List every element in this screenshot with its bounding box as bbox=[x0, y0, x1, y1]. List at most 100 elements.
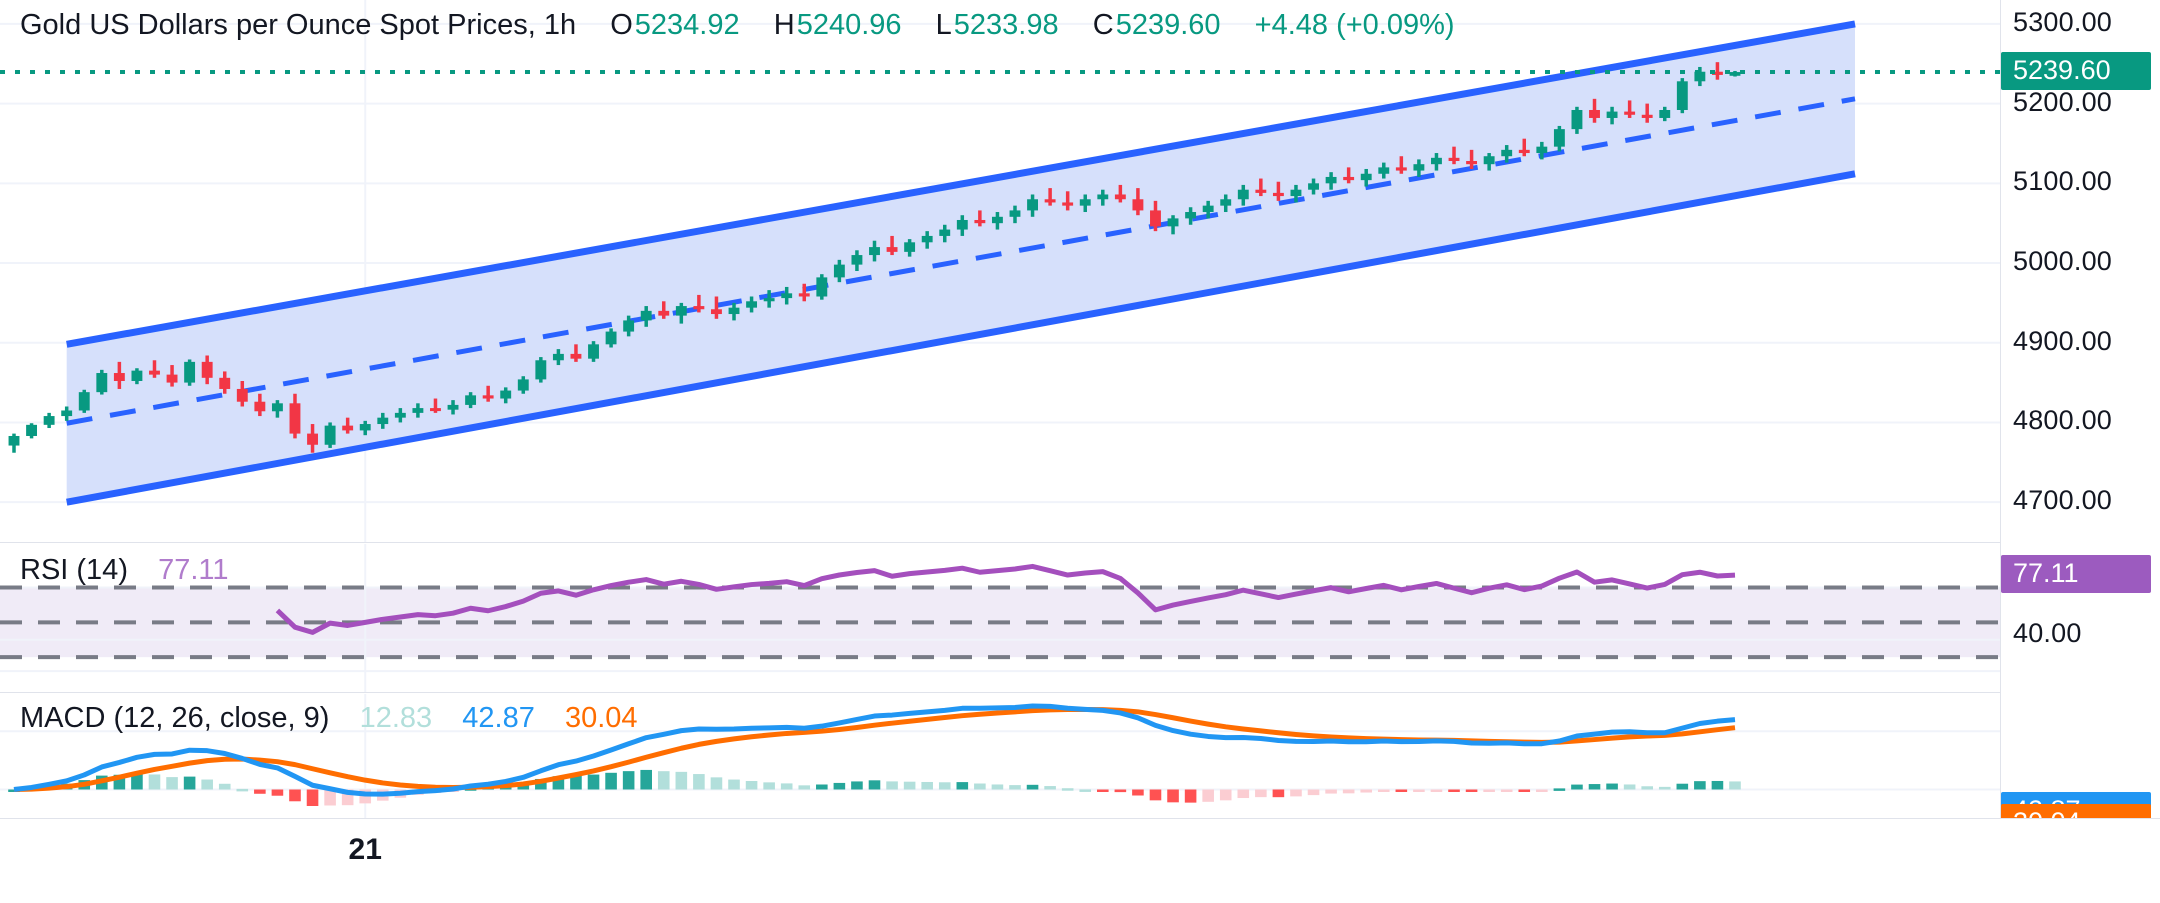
candle-body bbox=[991, 216, 1003, 224]
macd-histogram-bar bbox=[816, 784, 828, 790]
macd-histogram-bar bbox=[1272, 789, 1285, 798]
candle-body bbox=[711, 309, 722, 315]
price-change: +4.48 (+0.09%) bbox=[1254, 9, 1455, 41]
time-axis[interactable]: 212223252728 bbox=[0, 818, 2160, 903]
candle-body bbox=[833, 264, 845, 278]
macd-histogram-bar bbox=[1500, 789, 1513, 792]
candle-body bbox=[1308, 183, 1319, 190]
macd-legend[interactable]: MACD (12, 26, close, 9) 12.83 42.87 30.0… bbox=[20, 702, 638, 735]
candle-body bbox=[131, 370, 143, 381]
candle-body bbox=[956, 219, 968, 230]
chart-legend[interactable]: Gold US Dollars per Ounce Spot Prices, 1… bbox=[20, 9, 1457, 42]
macd-histogram-bar bbox=[218, 783, 231, 790]
macd-pane[interactable]: MACD (12, 26, close, 9) 12.83 42.87 30.0… bbox=[0, 694, 2000, 818]
rsi-value-badge[interactable]: 77.11 bbox=[2001, 555, 2151, 594]
rsi-axis-label: 40.00 bbox=[2013, 617, 2082, 648]
candle-body bbox=[886, 247, 898, 252]
candle-body bbox=[482, 395, 494, 399]
macd-histogram-bar bbox=[1729, 781, 1741, 790]
candle-body bbox=[61, 410, 73, 417]
candle-body bbox=[1255, 189, 1267, 193]
candle-body bbox=[430, 408, 441, 412]
candle-body bbox=[974, 219, 986, 224]
candle-body bbox=[1641, 114, 1653, 118]
candle-body bbox=[1062, 202, 1074, 206]
candle-body bbox=[447, 404, 459, 410]
macd-histogram-bar bbox=[675, 771, 688, 790]
macd-histogram-bar bbox=[622, 771, 635, 790]
candle-body bbox=[816, 277, 828, 297]
candle-body bbox=[1202, 205, 1214, 213]
rsi-legend[interactable]: RSI (14) 77.11 bbox=[20, 554, 229, 587]
macd-histogram-bar bbox=[1623, 784, 1636, 790]
macd-histogram-bar bbox=[1571, 784, 1583, 790]
macd-histogram-bar bbox=[1149, 789, 1162, 801]
current-price-badge[interactable]: 5239.60 bbox=[2001, 52, 2151, 91]
macd-legend-label: MACD (12, 26, close, 9) bbox=[20, 702, 330, 734]
macd-histogram-bar bbox=[113, 774, 126, 790]
macd-histogram-bar bbox=[289, 789, 301, 802]
candle-body bbox=[1167, 218, 1179, 227]
channel-fill bbox=[66, 23, 1855, 503]
macd-histogram-bar bbox=[956, 782, 969, 790]
candle-body bbox=[394, 412, 406, 418]
macd-histogram-bar bbox=[1325, 789, 1337, 794]
price-axis-label: 4800.00 bbox=[2013, 405, 2112, 436]
price-axis-label: 4700.00 bbox=[2013, 485, 2112, 516]
candle-body bbox=[1132, 199, 1144, 211]
candle-body bbox=[1290, 189, 1302, 197]
macd-histogram-bar bbox=[1606, 783, 1618, 790]
candle-body bbox=[184, 361, 196, 383]
rsi-line bbox=[275, 563, 1736, 635]
macd-histogram-bar bbox=[1132, 789, 1144, 796]
candle-body bbox=[1448, 157, 1460, 162]
ohlc-open-key: O bbox=[610, 9, 633, 41]
macd-histogram-bar bbox=[745, 781, 758, 790]
macd-histogram-bar bbox=[851, 781, 863, 790]
time-axis-label[interactable]: 21 bbox=[348, 833, 382, 866]
candle-body bbox=[1114, 194, 1126, 200]
candle-body bbox=[1589, 109, 1600, 118]
macd-histogram-bar bbox=[1553, 788, 1566, 791]
macd-histogram-bar bbox=[1711, 780, 1724, 790]
candle-body bbox=[8, 435, 20, 446]
macd-histogram-bar bbox=[921, 781, 933, 790]
rsi-chart-svg[interactable] bbox=[0, 544, 2000, 692]
candle-body bbox=[1325, 176, 1337, 184]
macd-histogram-bar bbox=[570, 775, 582, 790]
ohlc-low-value: 5233.98 bbox=[953, 9, 1059, 41]
price-axis[interactable]: 5300.00 5200.00 5100.00 5000.00 4900.00 4800.… bbox=[2000, 0, 2160, 901]
macd-histogram-bar bbox=[974, 783, 986, 790]
price-chart-svg[interactable] bbox=[0, 0, 2000, 542]
macd-histogram-bar bbox=[710, 777, 723, 790]
macd-histogram-bar bbox=[1114, 789, 1127, 793]
macd-histogram-bar bbox=[1518, 789, 1531, 792]
macd-histogram-bar bbox=[1430, 789, 1443, 792]
candle-body bbox=[517, 379, 529, 391]
ohlc-close-value: 5239.60 bbox=[1115, 9, 1221, 41]
macd-histogram-bar bbox=[1184, 789, 1197, 803]
macd-chart-svg[interactable] bbox=[0, 694, 2000, 818]
candle-body bbox=[1027, 199, 1038, 211]
macd-histogram-bar bbox=[1167, 789, 1179, 803]
pane-separator-1 bbox=[0, 542, 2160, 543]
candle-body bbox=[254, 401, 266, 412]
macd-histogram-bar bbox=[1676, 783, 1689, 790]
macd-histogram-bar bbox=[1694, 781, 1706, 790]
macd-histogram-bar bbox=[605, 772, 617, 790]
candle-body bbox=[1659, 109, 1671, 118]
macd-histogram-bar bbox=[8, 789, 20, 792]
candle-body bbox=[377, 417, 389, 425]
price-pane[interactable] bbox=[0, 0, 2000, 542]
macd-histogram-bar bbox=[868, 780, 881, 790]
candle-body bbox=[1501, 149, 1513, 157]
symbol-title[interactable]: Gold US Dollars per Ounce Spot Prices, 1… bbox=[20, 9, 577, 41]
rsi-pane[interactable]: RSI (14) 77.11 bbox=[0, 544, 2000, 692]
candle-body bbox=[588, 344, 599, 359]
macd-histogram-bar bbox=[587, 774, 600, 790]
candle-body bbox=[1343, 176, 1355, 181]
candle-body bbox=[535, 360, 547, 380]
macd-histogram-bar bbox=[236, 788, 249, 792]
candle-body bbox=[324, 425, 336, 445]
macd-histogram-bar bbox=[1097, 789, 1109, 792]
